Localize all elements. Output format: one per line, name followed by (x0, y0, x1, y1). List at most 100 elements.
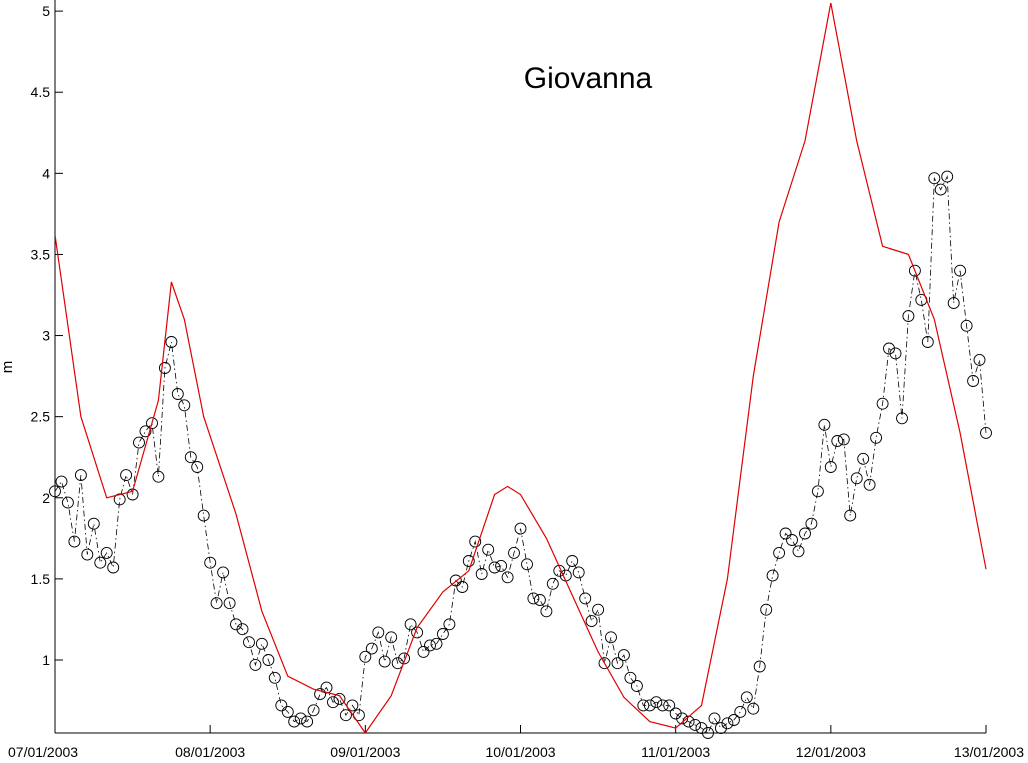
data-point (695, 722, 708, 735)
data-point (967, 375, 980, 387)
y-tick-label: 3 (42, 328, 50, 344)
data-point (779, 527, 792, 540)
data-point (598, 657, 611, 670)
data-point (230, 618, 242, 631)
data-point (488, 561, 501, 574)
x-ticks: 07/01/2003 08/01/2003 09/01/2003 10/01/2003… (8, 725, 1024, 760)
data-point (139, 425, 152, 438)
data-point (333, 692, 346, 705)
data-point (766, 569, 779, 582)
data-point (702, 727, 714, 739)
data-point (540, 605, 553, 618)
data-point (436, 628, 449, 640)
data-point (921, 336, 934, 348)
data-point (152, 470, 165, 483)
data-point (475, 568, 488, 580)
data-point (191, 461, 204, 473)
data-point (249, 658, 262, 671)
data-point (385, 631, 398, 644)
data-point (941, 170, 954, 183)
data-point (171, 388, 184, 400)
data-point (727, 714, 740, 726)
data-point (870, 431, 883, 444)
y-tick-label: 3.5 (31, 246, 51, 262)
data-point (643, 699, 656, 712)
data-point (443, 618, 456, 631)
data-point (663, 699, 676, 712)
y-tick-label: 4 (42, 165, 50, 181)
data-point (197, 509, 210, 522)
data-point (876, 397, 889, 410)
data-point (404, 618, 417, 631)
data-point (566, 555, 579, 567)
data-point (417, 645, 430, 658)
data-point (449, 574, 462, 587)
data-point (708, 712, 721, 725)
data-point (430, 637, 443, 650)
data-point (184, 451, 197, 464)
data-point (689, 718, 702, 731)
y-tick-label: 5 (42, 3, 50, 19)
data-point (49, 485, 61, 498)
data-point (928, 172, 941, 185)
y-tick-label: 1.5 (31, 571, 51, 587)
data-point (792, 545, 805, 558)
data-point (243, 636, 255, 649)
data-point (262, 654, 275, 666)
data-point (327, 696, 339, 709)
y-tick-label: 4.5 (31, 84, 51, 100)
data-point (973, 353, 986, 366)
data-point (902, 310, 915, 323)
y-ticks: 1 1.5 2 2.5 3 3.5 4 4.5 5 (31, 3, 63, 668)
data-point (275, 699, 288, 712)
data-point (527, 592, 540, 605)
series-line-observed (54, 175, 987, 734)
data-point (824, 461, 837, 473)
data-point (320, 681, 333, 694)
data-point (55, 475, 68, 488)
data-point (307, 704, 320, 717)
data-point (424, 639, 436, 652)
data-point (236, 623, 249, 636)
data-point (398, 652, 411, 665)
data-point (831, 435, 844, 447)
x-tick-label: 10/01/2003 (485, 744, 555, 760)
data-point (482, 543, 495, 556)
data-point (844, 509, 857, 522)
data-point (546, 577, 559, 590)
x-tick-label: 11/01/2003 (641, 744, 710, 760)
data-point (501, 571, 514, 584)
data-point (100, 546, 113, 559)
data-point (365, 642, 378, 655)
data-point (81, 548, 94, 561)
data-point (637, 699, 650, 712)
data-point (146, 417, 158, 430)
data-point (514, 522, 527, 535)
data-point (281, 705, 294, 718)
data-point (773, 546, 786, 559)
data-point (630, 680, 643, 692)
y-tick-label: 1 (42, 652, 50, 668)
data-point (372, 626, 385, 639)
data-point (889, 347, 902, 360)
data-point (508, 546, 520, 559)
x-tick-label: 12/01/2003 (796, 744, 866, 760)
data-point (611, 657, 624, 670)
y-tick-label: 2.5 (31, 409, 51, 425)
y-axis-label: m (0, 361, 16, 374)
data-point (980, 426, 992, 439)
data-point (61, 496, 74, 509)
chart-title: Giovanna (524, 62, 653, 95)
data-point (521, 558, 533, 571)
data-point (818, 418, 831, 431)
data-point (533, 594, 546, 606)
data-point (495, 559, 508, 572)
data-point (120, 469, 133, 482)
data-point (605, 631, 617, 644)
data-point (837, 433, 850, 446)
data-point (217, 566, 230, 579)
axes (54, 0, 986, 734)
data-point (178, 399, 191, 412)
data-point (456, 581, 469, 593)
